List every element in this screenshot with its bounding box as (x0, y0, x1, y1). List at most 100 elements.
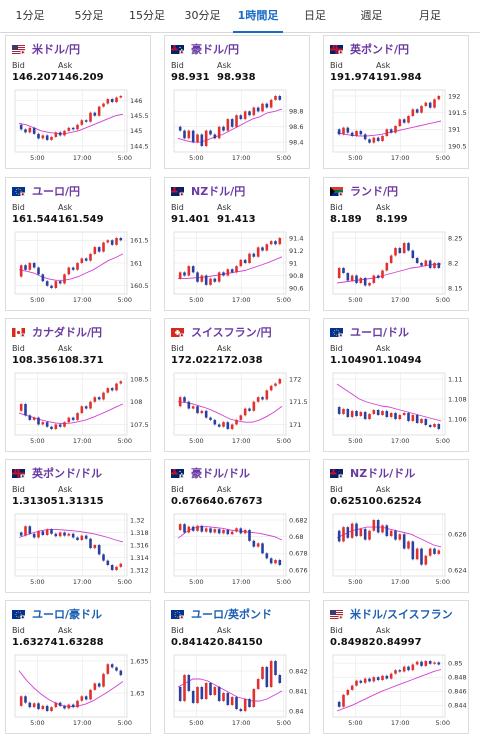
candle (342, 268, 345, 273)
candle (222, 530, 225, 534)
currency-pair-link[interactable]: NZドル/円 (191, 185, 246, 198)
rate-card[interactable]: 豪ドル/ドル Bid Ask 0.67664 0.67673 0.682 0.68 0.678… (164, 459, 310, 593)
candle (376, 677, 380, 681)
currency-pair-link[interactable]: ユーロ/円 (32, 185, 81, 198)
candle (222, 272, 225, 276)
currency-pair-link[interactable]: 英ポンド/ドル (32, 467, 103, 480)
candle (110, 565, 114, 570)
currency-pair-link[interactable]: 米ドル/スイスフラン (350, 608, 453, 621)
bid-label: Bid (171, 203, 184, 212)
currency-pair-link[interactable]: ランド/円 (350, 185, 399, 198)
candle (252, 107, 256, 116)
ask-value: 172.038 (217, 355, 263, 366)
tab-1[interactable]: 5分足 (74, 9, 104, 22)
tab-3[interactable]: 30分足 (184, 9, 221, 22)
tab-2[interactable]: 15分足 (129, 9, 165, 22)
currency-pair-link[interactable]: ユーロ/豪ドル (32, 608, 103, 621)
candle (389, 413, 393, 417)
candle (58, 132, 62, 136)
ask-label: Ask (376, 344, 391, 353)
candle (84, 258, 88, 261)
tab-4[interactable]: 1時間足 (229, 0, 287, 33)
card-header: 英ポンド/ドル (12, 466, 102, 480)
candle (415, 415, 419, 423)
candle (80, 535, 84, 540)
candle (41, 531, 45, 535)
currency-pair-link[interactable]: 英ポンド/円 (350, 43, 410, 56)
rate-card[interactable]: スイスフラン/円 Bid Ask 172.022 172.038 172 171.5 171 5… (164, 318, 310, 452)
currency-pair-link[interactable]: ユーロ/英ポンド (191, 608, 273, 621)
card-header: スイスフラン/円 (171, 325, 272, 339)
candle (402, 413, 406, 415)
candle (274, 661, 277, 675)
rate-card[interactable]: 英ポンド/ドル Bid Ask 1.31305 1.31315 1.32 1.318 1.31… (5, 459, 151, 593)
tab-0[interactable]: 1分足 (15, 9, 45, 22)
bid-label: Bid (330, 203, 343, 212)
ask-value: 8.199 (376, 214, 408, 225)
candle (433, 99, 436, 108)
candle (363, 528, 367, 540)
rate-card[interactable]: 豪ドル/円 Bid Ask 98.931 98.938 98.8 98.6 98.4 5:00 1… (164, 35, 310, 169)
candle (93, 545, 97, 549)
currency-pair-link[interactable]: NZドル/ドル (350, 467, 416, 480)
bid-value: 161.544 (12, 214, 58, 225)
rate-card[interactable]: ユーロ/英ポンド Bid Ask 0.84142 0.84150 0.842 0.841 0.… (164, 600, 310, 734)
candle (24, 265, 27, 270)
moving-average-line (18, 403, 124, 424)
rate-card[interactable]: ユーロ/円 Bid Ask 161.544 161.549 161.5 161 160.5 5:… (5, 177, 151, 311)
rate-card[interactable]: 米ドル/円 Bid Ask 146.207 146.209 146 145.5 145 144.… (5, 35, 151, 169)
candle (213, 134, 217, 139)
candle (209, 130, 212, 135)
card-header: ランド/円 (330, 184, 398, 198)
x-tick-label: 5:00 (435, 437, 450, 445)
candle (342, 409, 345, 414)
candle (415, 258, 419, 263)
rate-card[interactable]: カナダドル/円 Bid Ask 108.356 108.371 108.5 108 107.5… (5, 318, 151, 452)
candle (226, 693, 230, 705)
candle (187, 675, 191, 691)
tab-5[interactable]: 日足 (304, 9, 326, 22)
candle (200, 525, 204, 532)
candle (389, 255, 393, 263)
candle (119, 670, 123, 676)
candle (102, 673, 105, 687)
candle (407, 666, 410, 671)
moving-average-line (336, 383, 442, 422)
candle (119, 563, 123, 567)
candle (32, 417, 36, 420)
candle (106, 99, 110, 104)
rate-card[interactable]: ランド/円 Bid Ask 8.189 8.199 8.25 8.2 8.15 5:00 17:0… (323, 177, 469, 311)
x-tick-label: 17:00 (391, 578, 410, 586)
candle (196, 134, 199, 143)
currency-pair-link[interactable]: 米ドル/円 (32, 43, 81, 56)
currency-pair-link[interactable]: ユーロ/ドル (350, 326, 410, 339)
candle (110, 240, 114, 245)
candle (115, 383, 118, 391)
tab-7[interactable]: 月足 (419, 9, 441, 22)
rate-card[interactable]: NZドル/円 Bid Ask 91.401 91.413 91.4 91.2 91 90.8 90… (164, 177, 310, 311)
price-chart: 0.842 0.841 0.84 5:00 17:00 5:00 (173, 654, 308, 727)
rate-card[interactable]: ユーロ/豪ドル Bid Ask 1.63274 1.63288 1.635 1.63 5:00… (5, 600, 151, 734)
ask-label: Ask (58, 344, 73, 353)
candle (248, 699, 251, 707)
rate-card[interactable]: 英ポンド/円 Bid Ask 191.974 191.984 192 191.5 191 190… (323, 35, 469, 169)
candle (235, 697, 238, 709)
tab-6[interactable]: 週足 (360, 9, 383, 22)
currency-pair-link[interactable]: 豪ドル/ドル (191, 467, 251, 480)
rate-card[interactable]: ユーロ/ドル Bid Ask 1.10490 1.10494 1.11 1.108 1.106… (323, 318, 469, 452)
candle (433, 263, 436, 268)
currency-pair-link[interactable]: カナダドル/円 (32, 326, 103, 339)
currency-pair-link[interactable]: 豪ドル/円 (191, 43, 240, 56)
candle (183, 524, 186, 533)
y-tick-label: 0.678 (289, 550, 308, 558)
candle (261, 247, 264, 251)
candle (424, 661, 428, 666)
y-tick-label: 144.5 (130, 142, 149, 150)
candle (235, 115, 238, 127)
candle (230, 119, 234, 127)
rate-card[interactable]: 米ドル/スイスフラン Bid Ask 0.84982 0.84997 0.85 0.848 0… (323, 600, 469, 734)
candle (269, 99, 273, 108)
candle (381, 525, 384, 533)
rate-card[interactable]: NZドル/ドル Bid Ask 0.62510 0.62524 0.626 0.624 5:0… (323, 459, 469, 593)
currency-pair-link[interactable]: スイスフラン/円 (191, 326, 272, 339)
